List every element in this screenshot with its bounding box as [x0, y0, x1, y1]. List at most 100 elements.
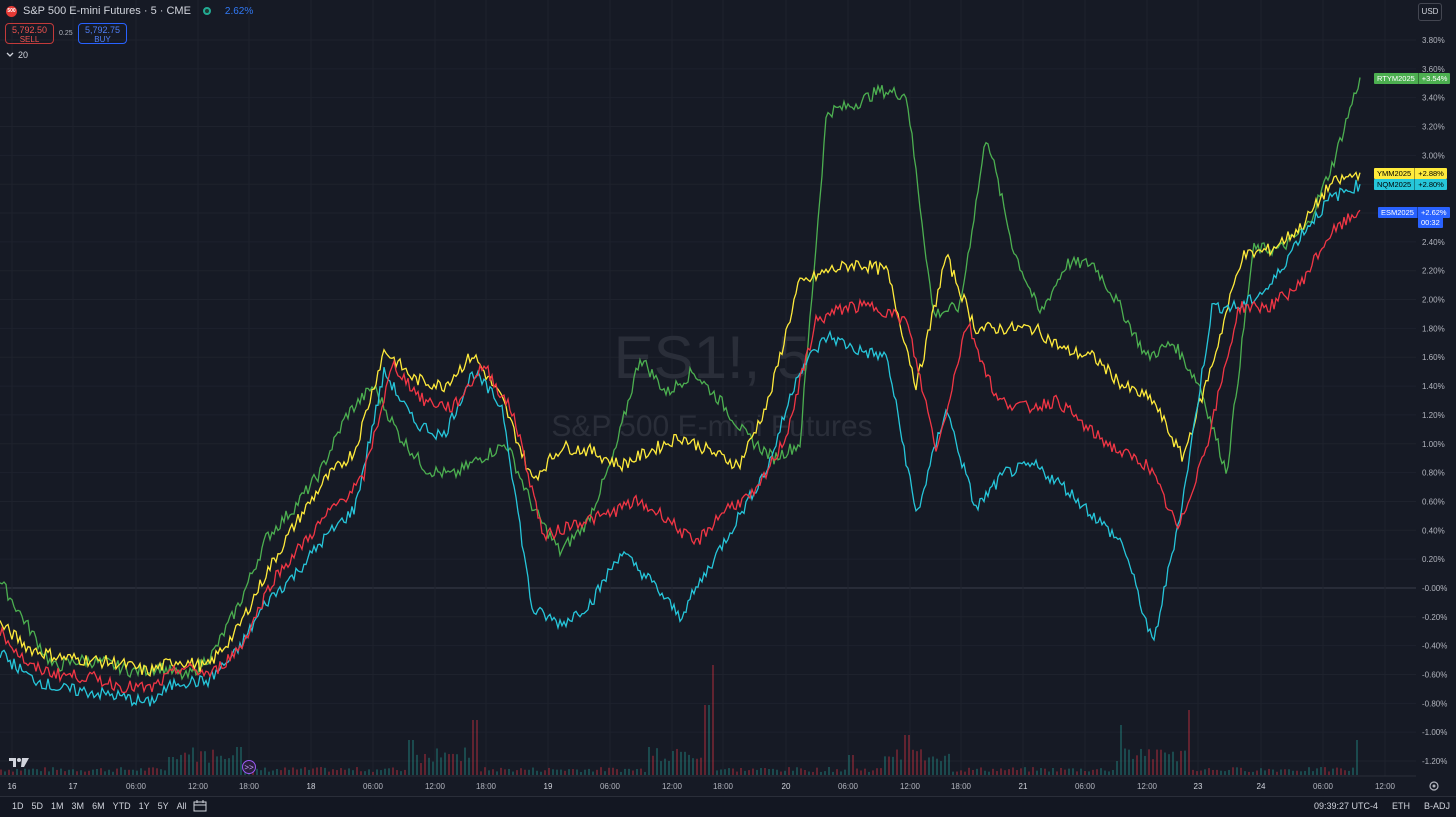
volume-bar [760, 768, 762, 775]
market-status-icon[interactable] [202, 7, 211, 15]
volume-bar [792, 770, 794, 775]
volume-bar [284, 767, 286, 775]
volume-bar [1184, 750, 1186, 775]
volume-bar [216, 756, 218, 775]
volume-bar [824, 771, 826, 775]
volume-bar [1088, 771, 1090, 775]
volume-bar [708, 705, 710, 775]
volume-bar [212, 749, 214, 775]
volume-bar [552, 769, 554, 775]
gear-icon[interactable] [1428, 780, 1440, 792]
range-ytd[interactable]: YTD [112, 801, 131, 811]
volume-bar [1240, 767, 1242, 775]
volume-bar [752, 768, 754, 775]
indicators-toggle[interactable]: 20 [6, 50, 28, 60]
volume-bar [928, 757, 930, 775]
range-3m[interactable]: 3M [71, 801, 85, 811]
volume-bar [1180, 750, 1182, 775]
volume-bar [1260, 768, 1262, 775]
buy-button[interactable]: 5,792.75 BUY [78, 23, 127, 44]
tag-value: +2.88% [1418, 169, 1444, 178]
sell-label: SELL [19, 35, 40, 44]
tag-symbol: YMM2025 [1377, 169, 1412, 178]
volume-bar [324, 767, 326, 775]
volume-bar [448, 754, 450, 775]
volume-bar [1256, 770, 1258, 775]
symbol-title[interactable]: S&P 500 E-mini Futures · 5 · CME [23, 5, 191, 17]
range-all[interactable]: All [176, 801, 187, 811]
volume-bar [1028, 771, 1030, 775]
session-toggle[interactable]: ETH [1391, 801, 1410, 811]
volume-bar [464, 747, 466, 775]
price-tag-ymm2025[interactable]: YMM2025 +2.88% [1374, 168, 1447, 179]
volume-bar [1040, 768, 1042, 775]
series-line-ymm2025[interactable] [0, 171, 1361, 677]
volume-bar [1056, 771, 1058, 775]
calendar-range-icon[interactable] [193, 800, 207, 812]
currency-selector[interactable]: USD [1418, 3, 1442, 21]
volume-bar [960, 770, 962, 775]
y-tick-label: 0.20% [1422, 555, 1445, 564]
volume-bar [396, 770, 398, 775]
price-tag-nqm2025[interactable]: NQM2025 +2.80% [1374, 179, 1447, 190]
volume-bar [924, 760, 926, 775]
series-line-nqm2025[interactable] [0, 179, 1361, 707]
volume-bar [1036, 770, 1038, 775]
volume-bar [80, 770, 82, 775]
volume-bar [1064, 769, 1066, 775]
range-5y[interactable]: 5Y [157, 801, 169, 811]
range-1m[interactable]: 1M [51, 801, 64, 811]
volume-bar [1004, 770, 1006, 775]
volume-bar [1096, 769, 1098, 775]
volume-bar [1176, 761, 1178, 775]
volume-bar [44, 767, 46, 775]
volume-bar [768, 769, 770, 775]
series-line-esm2025[interactable] [0, 209, 1361, 694]
volume-bar [468, 757, 470, 775]
price-tag-rtym2025[interactable]: RTYM2025 +3.54% [1374, 73, 1451, 84]
volume-bar [1164, 752, 1166, 775]
volume-bar [484, 767, 486, 775]
volume-bar [1100, 768, 1102, 775]
volume-bar [868, 771, 870, 775]
y-tick-label: 1.20% [1422, 411, 1445, 420]
range-5d[interactable]: 5D [31, 801, 44, 811]
volume-bar [116, 768, 118, 775]
range-6m[interactable]: 6M [92, 801, 105, 811]
volume-bar [900, 759, 902, 775]
volume-bar [68, 769, 70, 775]
series-line-rtym2025[interactable] [0, 77, 1361, 681]
range-1d[interactable]: 1D [12, 801, 24, 811]
volume-bar [140, 768, 142, 775]
volume-bar [304, 767, 306, 775]
price-tag-esm2025[interactable]: ESM2025 +2.62% [1378, 207, 1450, 218]
adjustment-toggle[interactable]: B-ADJ [1423, 801, 1450, 811]
volume-bar [568, 769, 570, 775]
y-tick-label: 3.00% [1422, 151, 1445, 160]
volume-bar [1336, 767, 1338, 775]
volume-bar [548, 767, 550, 775]
volume-bar [1128, 749, 1130, 775]
volume-bar [984, 770, 986, 775]
volume-bar [376, 769, 378, 775]
go-to-realtime-icon[interactable]: >> [242, 760, 256, 774]
volume-bar [1032, 767, 1034, 775]
volume-bar [756, 769, 758, 775]
y-tick-label: 0.80% [1422, 469, 1445, 478]
y-tick-label: -0.40% [1422, 642, 1447, 651]
volume-bar [508, 768, 510, 775]
volume-bar [0, 769, 2, 775]
volume-bar [520, 768, 522, 775]
volume-bar [956, 771, 958, 775]
volume-bar [1144, 755, 1146, 775]
volume-bar [740, 768, 742, 775]
buy-price: 5,792.75 [84, 25, 121, 35]
volume-bar [1304, 770, 1306, 775]
tag-symbol: ESM2025 [1381, 208, 1414, 217]
volume-bar [348, 768, 350, 775]
volume-bar [976, 768, 978, 775]
sell-button[interactable]: 5,792.50 SELL [5, 23, 54, 44]
range-1y[interactable]: 1Y [138, 801, 150, 811]
clock[interactable]: 09:39:27 UTC-4 [1313, 801, 1378, 811]
